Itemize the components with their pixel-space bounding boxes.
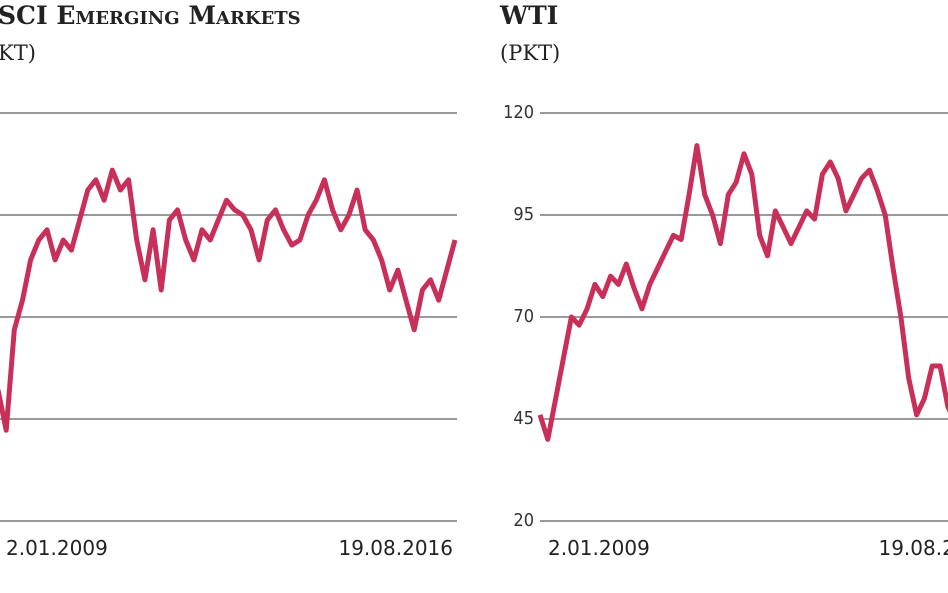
chart-subtitle: KT) (0, 41, 36, 65)
y-tick-label: 45 (513, 408, 534, 429)
x-tick-label: 19.08.2016 (338, 536, 453, 560)
y-tick-label: 20 (513, 510, 534, 531)
chart-subtitle: (PKT) (500, 41, 560, 65)
chart-title: WTI (499, 1, 558, 30)
y-tick-label: 95 (513, 204, 534, 225)
data-line (0, 167, 458, 433)
x-tick-label: 19.08.2016 (878, 536, 948, 560)
x-tick-label: 2.01.2009 (548, 536, 650, 560)
x-tick-label: 2.01.2009 (6, 536, 108, 560)
data-line (537, 143, 948, 442)
chart-title: SCI Emerging Markets (0, 1, 301, 30)
y-tick-label: 70 (513, 306, 534, 327)
y-tick-label: 120 (503, 102, 534, 123)
